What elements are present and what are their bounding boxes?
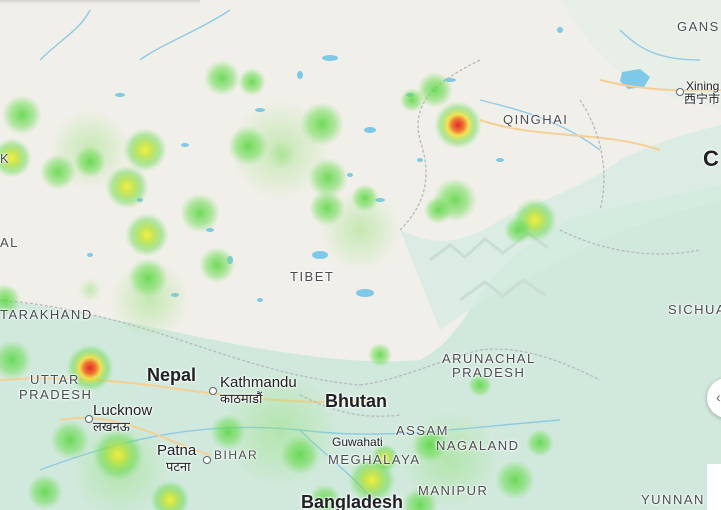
label-sichuan: SICHUA xyxy=(668,302,721,317)
label-xining[interactable]: Xining xyxy=(686,79,720,93)
label-arunachal: ARUNACHAL xyxy=(442,351,536,366)
label-k-fragment: K xyxy=(0,151,11,166)
side-panel-toggle-button[interactable]: ‹ xyxy=(707,378,721,418)
label-kathmandu[interactable]: Kathmandu xyxy=(220,374,297,391)
label-assam: ASSAM xyxy=(396,423,450,438)
label-patna-native: पटना xyxy=(166,459,191,474)
label-bangladesh[interactable]: Bangladesh xyxy=(301,492,404,510)
label-lucknow-native: लखनऊ xyxy=(93,419,130,434)
label-gansu: GANS xyxy=(677,19,720,34)
label-bhutan[interactable]: Bhutan xyxy=(325,391,387,411)
corner-control-chip[interactable] xyxy=(707,464,721,510)
label-lucknow[interactable]: Lucknow xyxy=(93,402,153,419)
label-tibet: TIBET xyxy=(290,269,335,284)
label-uttar-pradesh: PRADESH xyxy=(19,387,93,402)
label-meghalaya: MEGHALAYA xyxy=(328,452,421,467)
label-uttar: UTTAR xyxy=(30,372,80,387)
label-guwahati[interactable]: Guwahati xyxy=(332,435,383,449)
kathmandu-city-dot[interactable] xyxy=(209,387,217,395)
label-uttarakhand: TARAKHAND xyxy=(0,307,93,322)
label-kathmandu-native: काठमाडौं xyxy=(220,391,263,406)
label-arunachal-pradesh: PRADESH xyxy=(452,365,526,380)
lucknow-city-dot[interactable] xyxy=(85,415,93,423)
xining-city-dot[interactable] xyxy=(676,88,684,96)
heat-blobs xyxy=(0,60,557,510)
label-manipur: MANIPUR xyxy=(418,483,489,498)
label-china-fragment: C xyxy=(703,146,719,171)
label-nepal[interactable]: Nepal xyxy=(147,365,197,385)
chevron-left-icon: ‹ xyxy=(716,389,721,405)
label-al-fragment: AL xyxy=(0,235,19,250)
top-shadow-strip xyxy=(0,0,200,4)
label-nagaland: NAGALAND xyxy=(436,438,520,453)
label-qinghai: QINGHAI xyxy=(503,112,569,127)
label-bihar: BIHAR xyxy=(214,448,259,462)
label-patna[interactable]: Patna xyxy=(157,442,197,459)
label-xining-native: 西宁市 xyxy=(684,92,721,106)
patna-city-dot[interactable] xyxy=(203,456,211,464)
label-yunnan: YUNNAN xyxy=(641,492,705,507)
